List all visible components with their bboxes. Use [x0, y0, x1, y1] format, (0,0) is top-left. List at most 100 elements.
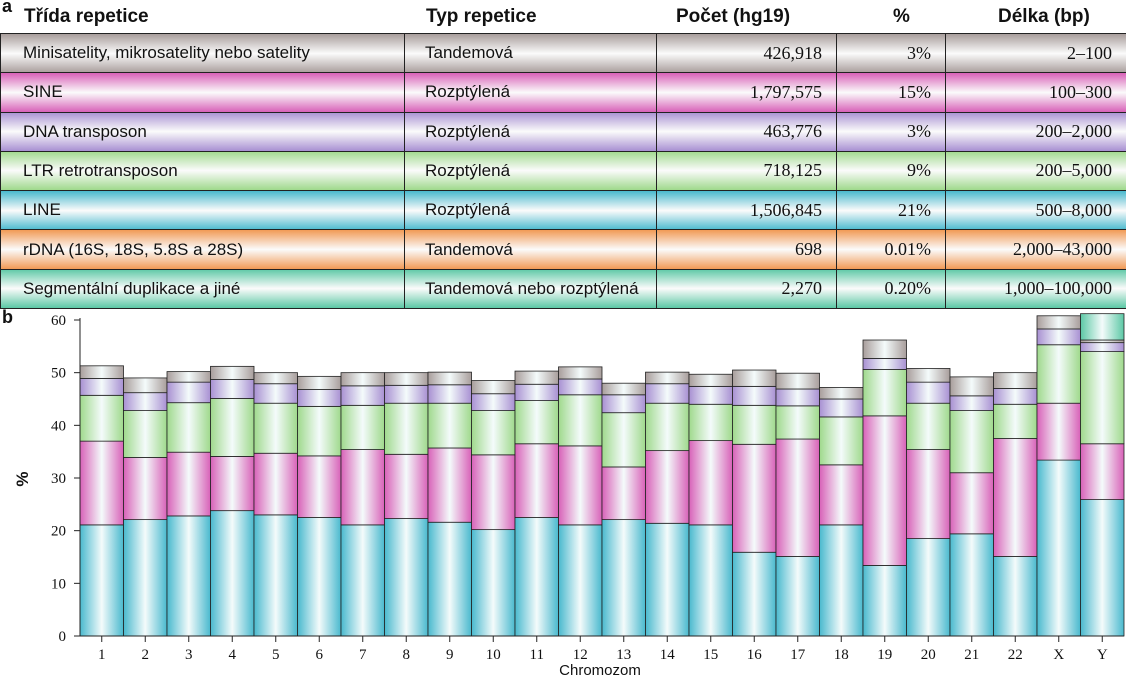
- bar-segment-sine-chr-14: [645, 450, 690, 524]
- bar-segment-line-chr-14: [645, 522, 690, 637]
- bar-segment-ltr-retrotransposon-chr-12: [558, 394, 603, 447]
- percent-cell: 3%: [836, 32, 946, 74]
- bar-segment-dna-transposon-chr-9: [427, 384, 472, 404]
- bar-segment-ltr-retrotransposon-chr-3: [166, 402, 211, 453]
- bar-segment-minisatelity-mikrosatelity-nebo-satelity-chr-2: [123, 377, 168, 394]
- bar-segment-ltr-retrotransposon-chr-20: [906, 402, 951, 450]
- y-tick-label: 0: [59, 629, 67, 645]
- table-row: DNA transposon Rozptýlená 463,776 3% 200–2,0…: [0, 111, 1126, 152]
- bar-segment-minisatelity-mikrosatelity-nebo-satelity-chr-7: [340, 372, 385, 387]
- bar-segment-dna-transposon-chr-19: [862, 358, 907, 370]
- x-tick-label-chr-19: 19: [877, 647, 892, 663]
- repeat-type-cell: Rozptýlená: [404, 190, 657, 231]
- bar-segment-ltr-retrotransposon-chr-9: [427, 402, 472, 449]
- bar-segment-ltr-retrotransposon-chr-y: [1080, 351, 1125, 445]
- x-tick-label-chr-4: 4: [229, 647, 237, 663]
- repeat-class-table: Minisatelity, mikrosatelity nebo satelit…: [0, 32, 1126, 310]
- repeat-type-cell: Tandemová nebo rozptýlená: [404, 268, 657, 310]
- bar-segment-line-chr-22: [993, 556, 1038, 637]
- x-tick-label-chr-3: 3: [185, 647, 193, 663]
- bar-segment-sine-chr-16: [732, 443, 777, 553]
- x-tick-label-chr-2: 2: [142, 647, 150, 663]
- bar-segment-line-chr-19: [862, 565, 907, 637]
- bar-segment-line-chr-13: [601, 519, 646, 637]
- bar-segment-sine-chr-4: [210, 456, 255, 512]
- x-tick-label-chr-1: 1: [98, 647, 106, 663]
- bar-segment-ltr-retrotransposon-chr-8: [384, 402, 429, 455]
- bar-segment-minisatelity-mikrosatelity-nebo-satelity-chr-1: [79, 365, 124, 379]
- bar-segment-line-chr-5: [253, 514, 298, 637]
- count-cell: 426,918: [656, 32, 837, 74]
- bar-segment-dna-transposon-chr-6: [297, 389, 342, 407]
- x-tick-label-chr-x: X: [1053, 647, 1064, 663]
- x-tick-label-chr-11: 11: [530, 647, 544, 663]
- y-tick-label: 20: [51, 524, 66, 540]
- length-cell: 500–8,000: [945, 190, 1126, 231]
- x-tick-label-chr-18: 18: [834, 647, 849, 663]
- bar-segment-minisatelity-mikrosatelity-nebo-satelity-chr-22: [993, 372, 1038, 389]
- percent-cell: 0.20%: [836, 268, 946, 310]
- x-tick-label-chr-13: 13: [616, 647, 631, 663]
- bar-segment-ltr-retrotransposon-chr-17: [775, 405, 820, 440]
- repeat-class-cell: Minisatelity, mikrosatelity nebo satelit…: [0, 32, 405, 74]
- bar-segment-minisatelity-mikrosatelity-nebo-satelity-chr-8: [384, 372, 429, 386]
- bar-segment-line-chr-3: [166, 515, 211, 637]
- bar-segment-dna-transposon-chr-18: [819, 398, 864, 418]
- x-tick-label-chr-15: 15: [703, 647, 718, 663]
- x-tick-label-chr-10: 10: [486, 647, 501, 663]
- bar-segment-minisatelity-mikrosatelity-nebo-satelity-chr-18: [819, 387, 864, 400]
- x-tick-label-chr-6: 6: [316, 647, 324, 663]
- bar-segment-minisatelity-mikrosatelity-nebo-satelity-chr-6: [297, 375, 342, 390]
- bar-segment-sine-chr-13: [601, 466, 646, 521]
- repeat-type-cell: Rozptýlená: [404, 111, 657, 152]
- percent-cell: 0.01%: [836, 229, 946, 270]
- bar-segment-ltr-retrotransposon-chr-4: [210, 398, 255, 457]
- bar-segment-dna-transposon-chr-14: [645, 383, 690, 404]
- header-percent: %: [893, 6, 910, 27]
- bar-segment-line-chr-21: [949, 533, 994, 637]
- length-cell: 200–2,000: [945, 111, 1126, 152]
- bar-segment-sine-chr-7: [340, 449, 385, 526]
- length-cell: 2,000–43,000: [945, 229, 1126, 270]
- bar-segment-line-chr-12: [558, 524, 603, 637]
- bar-segment-ltr-retrotransposon-chr-2: [123, 410, 168, 458]
- bar-segment-dna-transposon-chr-12: [558, 378, 603, 396]
- x-tick-label-chr-y: Y: [1097, 647, 1108, 663]
- bar-segment-ltr-retrotransposon-chr-21: [949, 410, 994, 474]
- length-cell: 2–100: [945, 32, 1126, 74]
- x-tick-label-chr-20: 20: [921, 647, 936, 663]
- bar-segment-sine-chr-11: [514, 443, 559, 518]
- y-tick-label: 30: [51, 471, 66, 487]
- bar-segment-sine-chr-18: [819, 464, 864, 526]
- bar-segment-sine-chr-10: [471, 454, 516, 531]
- table-row: Segmentální duplikace a jiné Tandemová ne…: [0, 268, 1126, 310]
- bar-segment-ltr-retrotransposon-chr-13: [601, 412, 646, 468]
- y-tick-label: 40: [51, 418, 66, 434]
- bar-segment-ltr-retrotransposon-chr-22: [993, 403, 1038, 439]
- bar-segment-sine-chr-y: [1080, 443, 1125, 500]
- repeat-class-cell: Segmentální duplikace a jiné: [0, 268, 405, 310]
- bar-segment-dna-transposon-chr-1: [79, 378, 124, 396]
- bar-segment-minisatelity-mikrosatelity-nebo-satelity-chr-4: [210, 365, 255, 380]
- bar-segment-dna-transposon-chr-20: [906, 381, 951, 404]
- x-tick-label-chr-8: 8: [403, 647, 411, 663]
- table-row: LINE Rozptýlená 1,506,845 21% 500–8,000: [0, 190, 1126, 231]
- percent-cell: 3%: [836, 111, 946, 152]
- bar-segment-ltr-retrotransposon-chr-7: [340, 404, 385, 450]
- bar-segment-line-chr-15: [688, 524, 733, 637]
- panel-label-a: a: [2, 0, 13, 16]
- bar-segment-ltr-retrotransposon-chr-x: [1036, 344, 1081, 404]
- repeat-class-cell: rDNA (16S, 18S, 5.8S a 28S): [0, 229, 405, 270]
- bar-segment-line-chr-6: [297, 517, 342, 637]
- bar-segment-sine-chr-21: [949, 472, 994, 535]
- table-row: SINE Rozptýlená 1,797,575 15% 100–300: [0, 72, 1126, 113]
- bar-segment-sine-chr-15: [688, 440, 733, 526]
- bar-segment-sine-chr-3: [166, 451, 211, 517]
- bar-segment-line-chr-20: [906, 538, 951, 637]
- bar-segment-minisatelity-mikrosatelity-nebo-satelity-chr-15: [688, 373, 733, 387]
- bar-segment-minisatelity-mikrosatelity-nebo-satelity-chr-11: [514, 370, 559, 385]
- bar-segment-line-chr-17: [775, 556, 820, 637]
- bar-segment-ltr-retrotransposon-chr-15: [688, 403, 733, 442]
- x-tick-label-chr-17: 17: [790, 647, 806, 663]
